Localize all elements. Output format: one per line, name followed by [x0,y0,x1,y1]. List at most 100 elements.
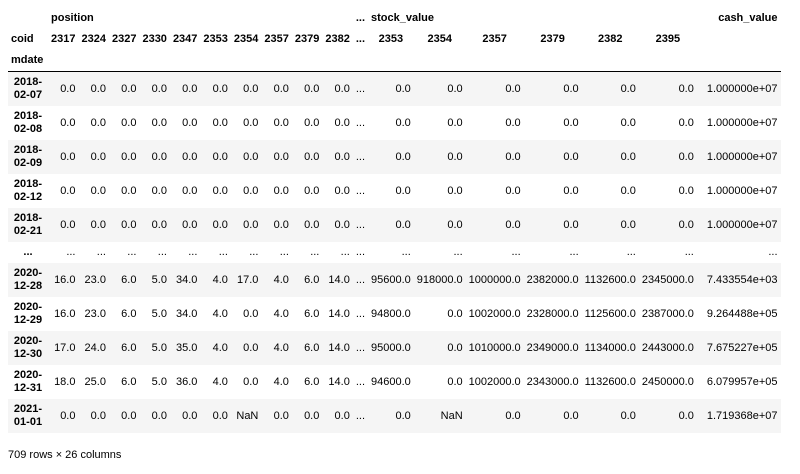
data-cell: 6.0 [304,307,320,320]
coid-header-cell: 2382 [325,33,350,45]
data-cell: ... [684,246,694,258]
data-cell: 6.0 [304,341,320,354]
coid-header-cell: 2382 [598,33,623,45]
data-cell: 14.0 [328,375,350,388]
data-cell: 24.0 [84,341,106,354]
data-cell: 0.0 [90,150,106,163]
row-index-cell: ... [23,246,33,258]
data-cell: 0.0 [334,150,350,163]
data-cell: 0.0 [505,409,521,422]
data-cell: 0.0 [182,116,198,129]
data-cell: 6.0 [121,307,137,320]
columns-level-name: coid [11,33,34,45]
data-cell: 0.0 [182,184,198,197]
data-cell: ... [66,246,76,258]
data-cell: 0.0 [678,218,694,231]
data-cell: 4.0 [273,375,289,388]
coid-header-cell: 2353 [203,33,228,45]
data-cell: 0.0 [678,409,694,422]
data-cell: 0.0 [447,150,463,163]
data-cell: 0.0 [334,82,350,95]
coid-header-cell: 2379 [294,33,320,45]
coid-header-cell: 2354 [233,33,259,45]
data-cell: 0.0 [678,184,694,197]
data-cell: 0.0 [243,218,259,231]
data-cell: 0.0 [151,82,167,95]
data-cell: 0.0 [505,82,521,95]
data-cell: 6.0 [121,341,137,354]
data-cell: 2349000.0 [526,341,579,354]
coid-header-cell: 2324 [81,33,106,45]
data-cell: 0.0 [447,184,463,197]
data-cell: ... [453,246,463,258]
data-cell: 0.0 [151,116,167,129]
table-row: ........................................… [8,242,781,263]
data-cell: ... [279,246,289,258]
data-cell: 0.0 [447,82,463,95]
row-index-cell: 2018-02-08 [13,110,43,135]
column-group-position: position [51,12,94,24]
data-cell: 0.0 [273,184,289,197]
data-cell: 94600.0 [371,375,411,388]
data-cell: 0.0 [678,82,694,95]
index-name-filler [48,50,781,72]
row-index-cell: 2020-12-30 [13,335,43,360]
data-cell: 0.0 [563,218,579,231]
data-cell: 0.0 [395,82,411,95]
data-cell: ... [401,246,411,258]
data-cell: ... [626,246,636,258]
coid-header-cell: 2327 [111,33,137,45]
row-index-cell: 2018-02-21 [13,212,43,237]
data-cell: 1132600.0 [584,273,636,286]
data-cell: 0.0 [182,82,198,95]
data-cell: 0.0 [90,184,106,197]
table-row: 2018-02-07 0.0 0.0 0.0 0.0 0.0 0.0 0.0 0.0 0.0 0.0… [8,71,781,106]
data-cell: 1002000.0 [468,307,521,320]
row-index-cell: 2020-12-31 [13,369,43,394]
ellipsis-cell: ... [355,246,366,258]
data-cell: 918000.0 [416,273,463,286]
data-cell: 0.0 [212,184,228,197]
data-cell: 0.0 [212,82,228,95]
column-group-ellipsis: ... [355,12,366,24]
data-cell: 0.0 [304,409,320,422]
data-cell: 34.0 [176,273,198,286]
data-cell: 4.0 [273,341,289,354]
data-cell: 0.0 [447,375,463,388]
data-cell: 4.0 [273,307,289,320]
data-cell: 0.0 [243,82,259,95]
data-cell: 6.0 [121,375,137,388]
data-cell: 1.000000e+07 [706,82,778,95]
data-cell: 4.0 [212,375,228,388]
data-cell: ... [96,246,106,258]
data-cell: 23.0 [84,273,106,286]
table-row: 2018-02-08 0.0 0.0 0.0 0.0 0.0 0.0 0.0 0.0 0.0 0.0… [8,106,781,140]
row-index-cell: 2021-01-01 [13,403,43,428]
data-cell: 0.0 [121,82,137,95]
coid-header-cell: 2347 [172,33,198,45]
data-cell: 0.0 [273,82,289,95]
data-cell: ... [218,246,228,258]
coid-ellipsis-cell: ... [355,33,366,45]
ellipsis-cell: ... [355,341,366,354]
data-cell: 0.0 [121,150,137,163]
data-cell: 0.0 [563,409,579,422]
data-cell: 0.0 [182,409,198,422]
data-cell: 0.0 [60,82,76,95]
header-group-row: position ... stock_value cash_value [8,8,781,29]
data-cell: 2450000.0 [641,375,694,388]
data-cell: 0.0 [334,184,350,197]
data-cell: 0.0 [60,184,76,197]
data-cell: 0.0 [505,184,521,197]
data-cell: 0.0 [505,116,521,129]
data-cell: 2387000.0 [641,307,694,320]
row-index-cell: 2018-02-07 [13,76,43,101]
data-cell: 0.0 [90,82,106,95]
table-row: 2020-12-29 16.0 23.0 6.0 5.0 34.0 4.0 0.0 4.0 6.0… [8,297,781,331]
data-cell: 2343000.0 [526,375,579,388]
data-cell: 0.0 [151,409,167,422]
data-cell: 0.0 [90,116,106,129]
data-cell: 1002000.0 [468,375,521,388]
data-cell: 1.000000e+07 [706,218,778,231]
data-cell: 0.0 [563,116,579,129]
